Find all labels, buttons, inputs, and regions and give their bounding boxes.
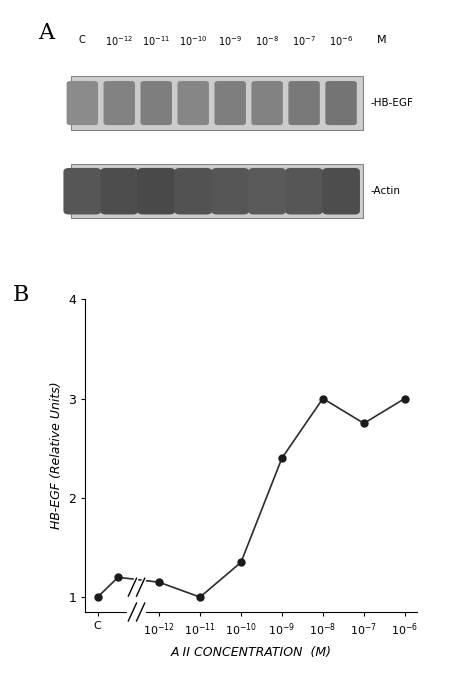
FancyBboxPatch shape	[325, 81, 357, 125]
Text: $10^{-11}$: $10^{-11}$	[142, 35, 170, 48]
FancyBboxPatch shape	[140, 81, 172, 125]
Text: C: C	[79, 35, 86, 45]
FancyBboxPatch shape	[288, 81, 320, 125]
FancyBboxPatch shape	[177, 81, 209, 125]
Text: -Actin: -Actin	[371, 186, 401, 197]
Text: -HB-EGF: -HB-EGF	[371, 98, 413, 108]
FancyBboxPatch shape	[137, 168, 175, 214]
FancyBboxPatch shape	[64, 168, 101, 214]
Text: $10^{-9}$: $10^{-9}$	[218, 35, 242, 48]
FancyBboxPatch shape	[285, 168, 323, 214]
Text: $10^{-7}$: $10^{-7}$	[292, 35, 316, 48]
FancyBboxPatch shape	[322, 168, 360, 214]
Text: M: M	[377, 35, 387, 45]
Text: $10^{-8}$: $10^{-8}$	[255, 35, 279, 48]
Text: $10^{-6}$: $10^{-6}$	[329, 35, 353, 48]
FancyBboxPatch shape	[174, 168, 212, 214]
FancyBboxPatch shape	[103, 81, 135, 125]
FancyBboxPatch shape	[251, 81, 283, 125]
Text: $10^{-12}$: $10^{-12}$	[105, 35, 133, 48]
FancyBboxPatch shape	[214, 81, 246, 125]
Y-axis label: HB-EGF (Relative Units): HB-EGF (Relative Units)	[50, 381, 63, 530]
FancyBboxPatch shape	[71, 165, 363, 218]
X-axis label: A II CONCENTRATION  (M): A II CONCENTRATION (M)	[171, 646, 332, 659]
FancyBboxPatch shape	[100, 168, 138, 214]
FancyBboxPatch shape	[71, 76, 363, 130]
FancyBboxPatch shape	[211, 168, 249, 214]
FancyBboxPatch shape	[248, 168, 286, 214]
Text: A: A	[38, 22, 54, 44]
FancyBboxPatch shape	[66, 81, 98, 125]
Text: $10^{-10}$: $10^{-10}$	[179, 35, 208, 48]
Text: B: B	[12, 284, 29, 305]
